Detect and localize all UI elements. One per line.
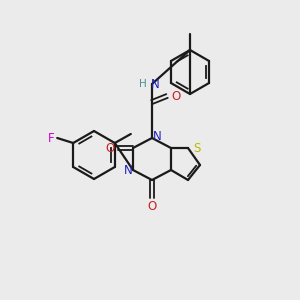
Text: O: O: [171, 91, 181, 103]
Text: S: S: [193, 142, 201, 154]
Text: O: O: [105, 142, 115, 154]
Text: O: O: [147, 200, 157, 214]
Text: H: H: [139, 79, 147, 89]
Text: F: F: [48, 131, 55, 145]
Text: N: N: [151, 77, 159, 91]
Text: N: N: [124, 164, 132, 176]
Text: N: N: [153, 130, 161, 143]
